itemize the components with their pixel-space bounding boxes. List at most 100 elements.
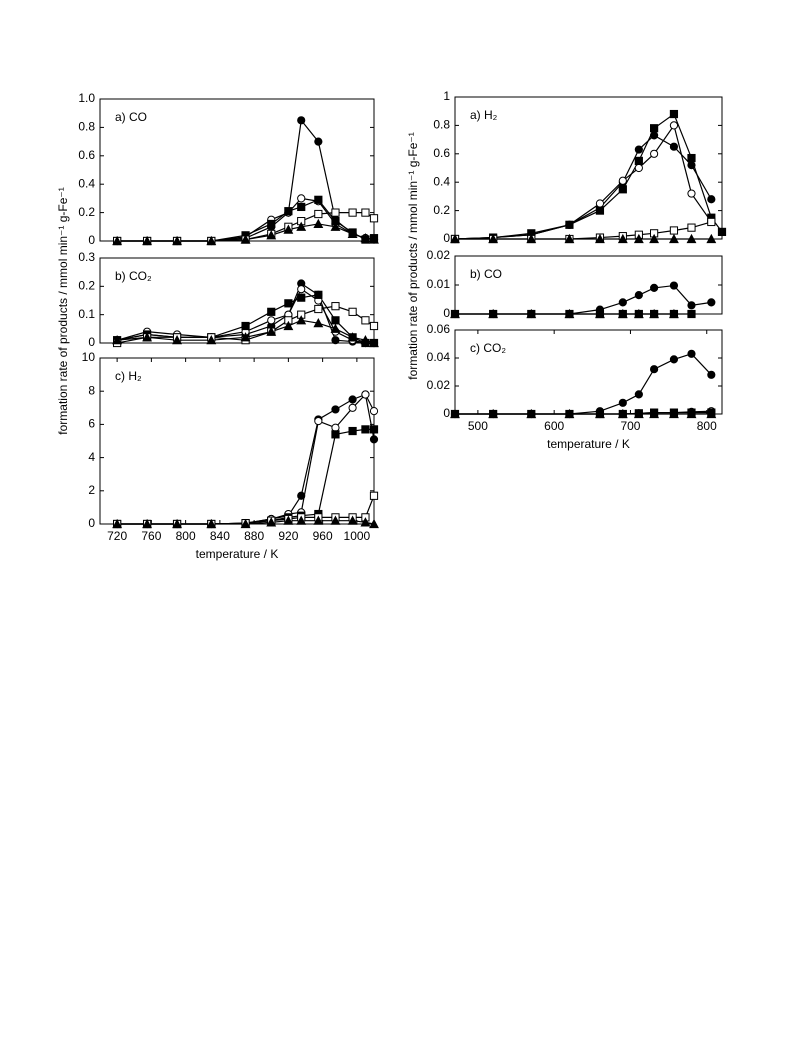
marker	[564, 233, 575, 244]
marker	[348, 395, 357, 404]
x-tick-label: 960	[313, 529, 333, 543]
marker	[112, 335, 123, 345]
marker	[526, 408, 537, 419]
marker	[297, 202, 306, 212]
marker	[669, 309, 679, 319]
panel-label: b) CO₂	[115, 269, 152, 283]
marker	[650, 283, 659, 292]
marker	[526, 233, 537, 244]
marker	[687, 309, 696, 319]
marker	[266, 517, 277, 527]
marker	[296, 315, 307, 325]
marker	[369, 321, 379, 331]
marker	[595, 199, 605, 208]
marker	[369, 407, 379, 416]
marker	[296, 221, 307, 231]
marker	[565, 309, 574, 319]
marker	[633, 233, 644, 244]
y-tick-label: 0	[443, 306, 450, 320]
marker	[687, 153, 696, 163]
x-tick-label: 500	[468, 419, 488, 433]
marker	[314, 209, 323, 219]
marker	[313, 515, 324, 525]
marker	[297, 194, 306, 203]
y-tick-label: 0.02	[427, 378, 451, 392]
marker	[450, 309, 460, 319]
marker	[361, 208, 370, 217]
marker	[686, 408, 697, 419]
x-tick-label: 720	[107, 529, 127, 543]
series-line	[454, 134, 712, 240]
y-tick-label: 10	[82, 350, 96, 364]
marker	[330, 221, 341, 231]
y-tick-label: 0.02	[427, 248, 451, 262]
y-tick-label: 0.8	[433, 118, 450, 132]
y-tick-label: 4	[88, 450, 95, 464]
marker	[687, 161, 696, 170]
marker	[314, 304, 323, 314]
marker	[266, 230, 277, 240]
marker	[297, 491, 306, 500]
y-tick-label: 0.01	[427, 277, 451, 291]
marker	[330, 515, 341, 525]
marker	[314, 416, 323, 426]
marker	[649, 233, 660, 244]
marker	[618, 176, 627, 185]
marker	[650, 131, 659, 140]
marker	[369, 337, 379, 348]
marker	[313, 218, 324, 229]
panel-label: c) H₂	[115, 369, 142, 383]
x-axis-label: temperature / K	[196, 547, 279, 561]
marker	[369, 435, 379, 444]
x-tick-label: 840	[210, 529, 230, 543]
marker	[296, 515, 307, 525]
plot-frame	[99, 257, 375, 344]
marker	[450, 233, 460, 244]
marker	[347, 515, 358, 525]
marker	[488, 233, 499, 244]
marker	[717, 227, 727, 237]
y-tick-label: 0.4	[433, 174, 450, 188]
marker	[347, 228, 358, 238]
marker	[267, 219, 276, 229]
marker	[297, 293, 306, 302]
marker	[313, 318, 324, 328]
marker	[348, 426, 357, 436]
y-tick-label: 0.2	[433, 203, 450, 217]
marker	[650, 149, 659, 158]
y-tick-label: 8	[88, 383, 95, 397]
marker	[331, 423, 340, 432]
marker	[348, 208, 357, 217]
marker	[617, 233, 628, 244]
marker	[347, 332, 358, 342]
marker	[669, 233, 679, 244]
marker	[240, 332, 251, 342]
marker	[706, 233, 717, 244]
x-tick-label: 800	[176, 529, 196, 543]
marker	[617, 408, 628, 419]
marker	[267, 316, 276, 325]
marker	[618, 298, 627, 307]
marker	[707, 195, 716, 204]
y-tick-label: 2	[88, 483, 95, 497]
marker	[240, 234, 251, 244]
marker	[331, 405, 340, 414]
x-tick-label: 880	[244, 529, 264, 543]
marker	[595, 309, 605, 319]
y-axis-label: formation rate of products / mmol min⁻¹ …	[56, 187, 70, 434]
y-tick-label: 0	[443, 406, 450, 420]
marker	[331, 302, 340, 311]
marker	[369, 518, 379, 529]
marker	[283, 320, 294, 331]
x-tick-label: 800	[697, 419, 717, 433]
marker	[297, 116, 306, 125]
marker	[650, 309, 659, 319]
marker	[649, 408, 660, 419]
series-line	[454, 123, 712, 240]
marker	[369, 491, 379, 500]
y-tick-label: 0.2	[78, 205, 95, 219]
marker	[634, 291, 643, 300]
marker	[369, 234, 379, 244]
marker	[669, 355, 679, 364]
x-tick-label: 1000	[344, 529, 371, 543]
